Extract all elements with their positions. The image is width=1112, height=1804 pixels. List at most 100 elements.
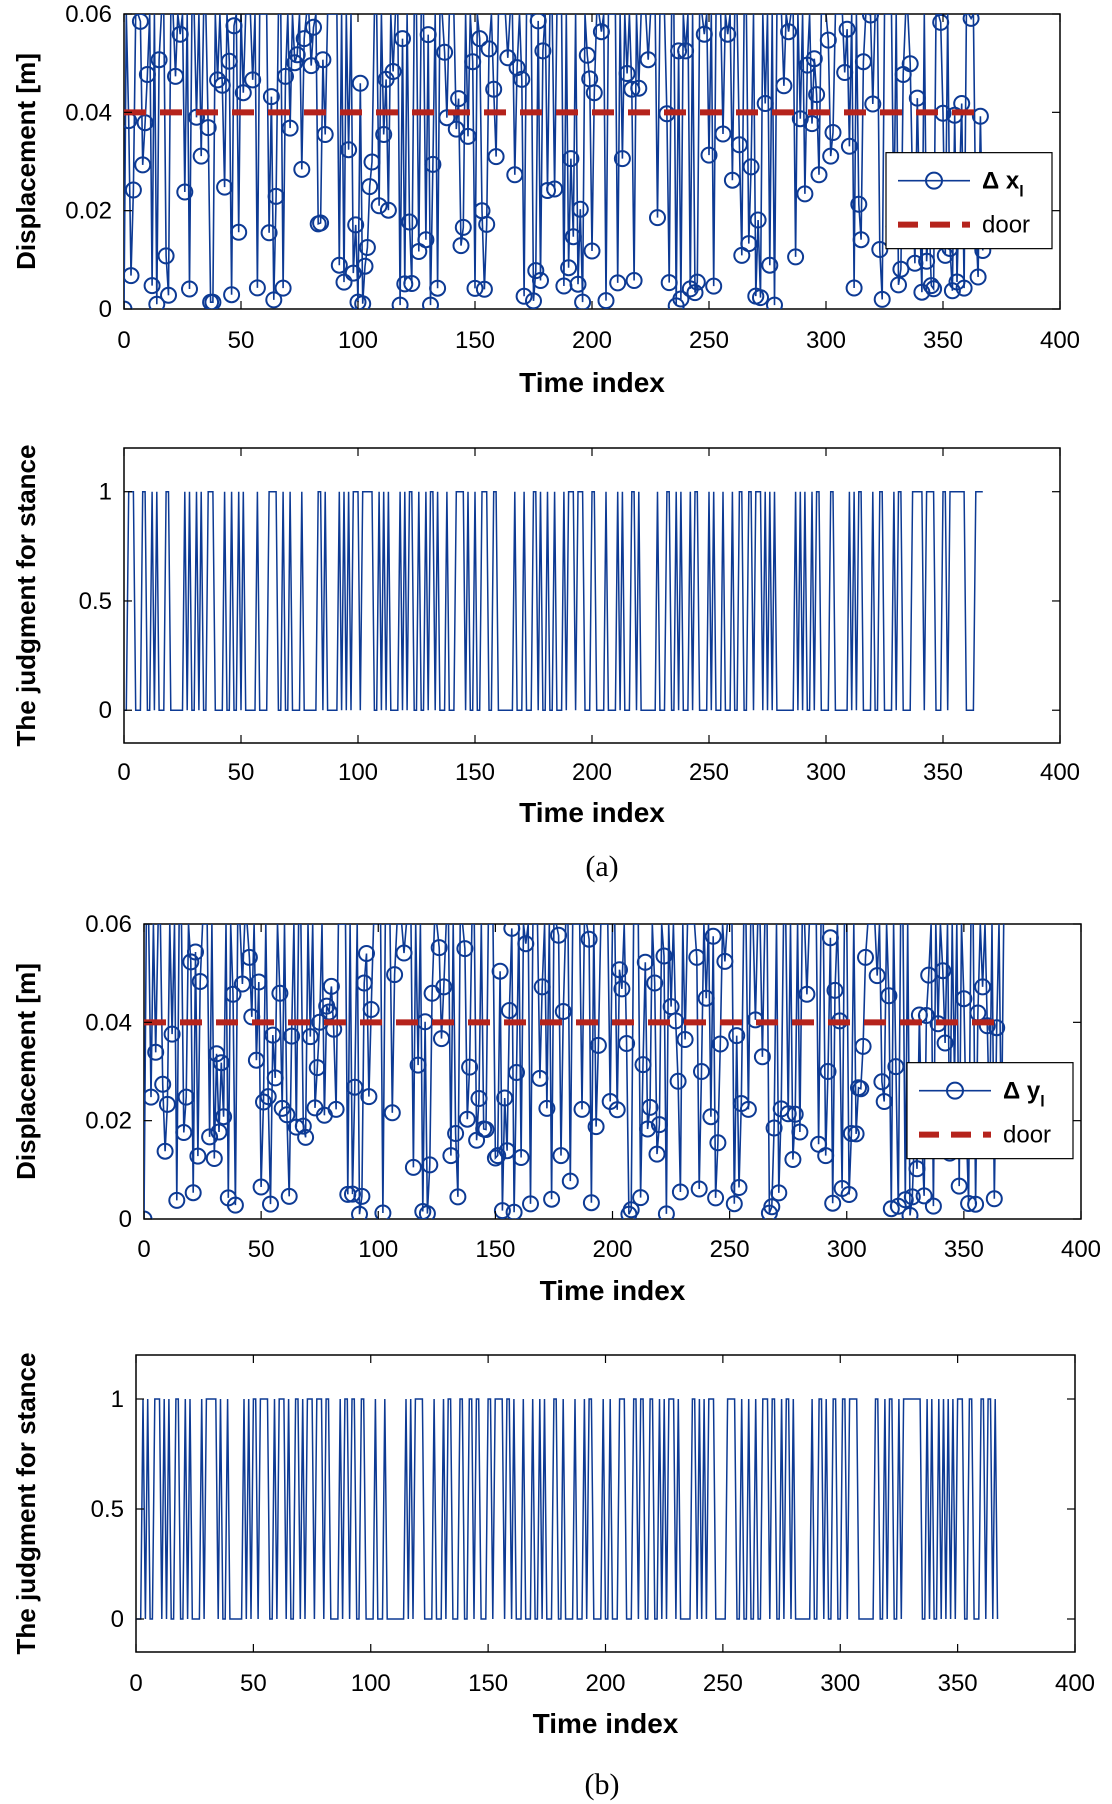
legend-series-name: Δ y bbox=[1003, 1078, 1041, 1105]
data-point bbox=[401, 213, 418, 231]
data-point bbox=[655, 947, 673, 965]
data-point bbox=[847, 1125, 865, 1143]
data-point bbox=[260, 224, 278, 242]
legend-series-subscript: l bbox=[1019, 184, 1023, 201]
data-point bbox=[657, 1205, 675, 1219]
data-point bbox=[471, 30, 489, 48]
data-point bbox=[770, 1184, 788, 1202]
chart-a-displacement: 0 50 100 150 200 250 300 350 400 0 0.02 0.04 0.06 Tim… bbox=[11, 1, 1080, 398]
data-point bbox=[719, 25, 737, 43]
x-tick-label: 350 bbox=[938, 1670, 978, 1697]
data-point bbox=[749, 211, 767, 229]
legend-series-label: Δ yl bbox=[1003, 1078, 1045, 1111]
data-point bbox=[840, 1186, 858, 1203]
y-tick-label: 0.02 bbox=[85, 1108, 132, 1135]
data-point bbox=[639, 1120, 657, 1138]
data-point bbox=[592, 23, 610, 41]
data-point bbox=[779, 1105, 797, 1123]
x-tick-label: 150 bbox=[455, 327, 495, 354]
data-point bbox=[163, 1025, 181, 1043]
data-point bbox=[950, 1177, 968, 1195]
data-point bbox=[243, 1008, 261, 1026]
data-point bbox=[589, 1036, 607, 1054]
data-point bbox=[587, 1118, 605, 1136]
data-point bbox=[375, 126, 393, 143]
data-point bbox=[515, 287, 533, 305]
data-point bbox=[213, 76, 231, 94]
data-point bbox=[761, 256, 779, 274]
data-point bbox=[613, 150, 631, 168]
y-tick-label: 0 bbox=[99, 697, 112, 724]
caption-b: (b) bbox=[585, 1768, 620, 1801]
data-point bbox=[247, 1051, 265, 1069]
data-point bbox=[925, 280, 943, 298]
x-tick-label: 400 bbox=[1061, 1236, 1101, 1263]
data-point bbox=[353, 1187, 371, 1205]
data-point bbox=[199, 119, 217, 137]
data-point bbox=[625, 272, 643, 289]
data-point bbox=[187, 943, 204, 961]
x-tick-label: 400 bbox=[1040, 759, 1080, 786]
legend: Δ xl door bbox=[885, 152, 1053, 250]
legend-door-label: door bbox=[982, 212, 1030, 239]
data-point bbox=[281, 119, 299, 137]
stance-step-line bbox=[124, 490, 983, 711]
data-point bbox=[704, 927, 722, 945]
x-tick-label: 0 bbox=[117, 759, 130, 786]
data-point bbox=[230, 223, 248, 241]
data-point bbox=[573, 1100, 591, 1118]
data-point bbox=[650, 1116, 668, 1134]
data-point bbox=[386, 966, 404, 984]
data-point bbox=[262, 88, 280, 106]
data-point bbox=[255, 1093, 272, 1111]
data-point bbox=[915, 1187, 933, 1205]
y-tick-label: 0.06 bbox=[85, 911, 132, 938]
data-point bbox=[293, 160, 311, 178]
data-point bbox=[864, 95, 882, 113]
data-point bbox=[608, 1101, 626, 1119]
data-point bbox=[985, 1190, 1003, 1208]
chart-a-stance-judgment: 0 50 100 150 200 250 300 350 400 0 0.5 1 Time index T… bbox=[11, 445, 1080, 828]
data-point bbox=[182, 953, 200, 971]
data-point bbox=[824, 124, 842, 141]
data-point bbox=[167, 67, 184, 85]
data-point bbox=[728, 1027, 746, 1045]
data-point bbox=[396, 275, 414, 293]
data-point bbox=[988, 1019, 1006, 1037]
data-point bbox=[355, 974, 373, 992]
data-point bbox=[669, 1072, 687, 1090]
data-point bbox=[354, 295, 372, 309]
data-point bbox=[189, 1147, 207, 1165]
data-point bbox=[266, 1069, 284, 1087]
data-point bbox=[493, 1202, 511, 1219]
data-point bbox=[597, 292, 615, 309]
data-point bbox=[344, 1185, 361, 1203]
x-tick-label: 250 bbox=[689, 759, 729, 786]
data-point bbox=[508, 59, 526, 77]
x-tick-label: 300 bbox=[827, 1236, 867, 1263]
data-point bbox=[786, 1105, 804, 1123]
data-point bbox=[477, 1121, 495, 1138]
x-axis-label: Time index bbox=[519, 797, 665, 828]
data-point bbox=[686, 284, 704, 302]
data-point bbox=[374, 1204, 392, 1219]
data-point bbox=[429, 279, 447, 297]
data-point bbox=[208, 1045, 226, 1063]
data-point bbox=[622, 1201, 640, 1219]
data-point bbox=[533, 978, 551, 996]
data-point bbox=[360, 1088, 378, 1106]
legend-marker-icon bbox=[946, 1081, 964, 1100]
data-point bbox=[391, 296, 409, 309]
x-tick-label: 50 bbox=[228, 759, 255, 786]
legend-box bbox=[885, 152, 1053, 250]
data-point bbox=[690, 1180, 708, 1198]
data-point bbox=[805, 50, 823, 68]
data-point bbox=[618, 1035, 636, 1052]
data-point bbox=[756, 95, 774, 112]
data-point bbox=[305, 18, 322, 36]
data-point bbox=[370, 197, 388, 215]
y-tick-label: 0.04 bbox=[65, 99, 112, 126]
data-point bbox=[176, 183, 194, 201]
data-point bbox=[854, 53, 872, 71]
data-point bbox=[525, 292, 542, 309]
